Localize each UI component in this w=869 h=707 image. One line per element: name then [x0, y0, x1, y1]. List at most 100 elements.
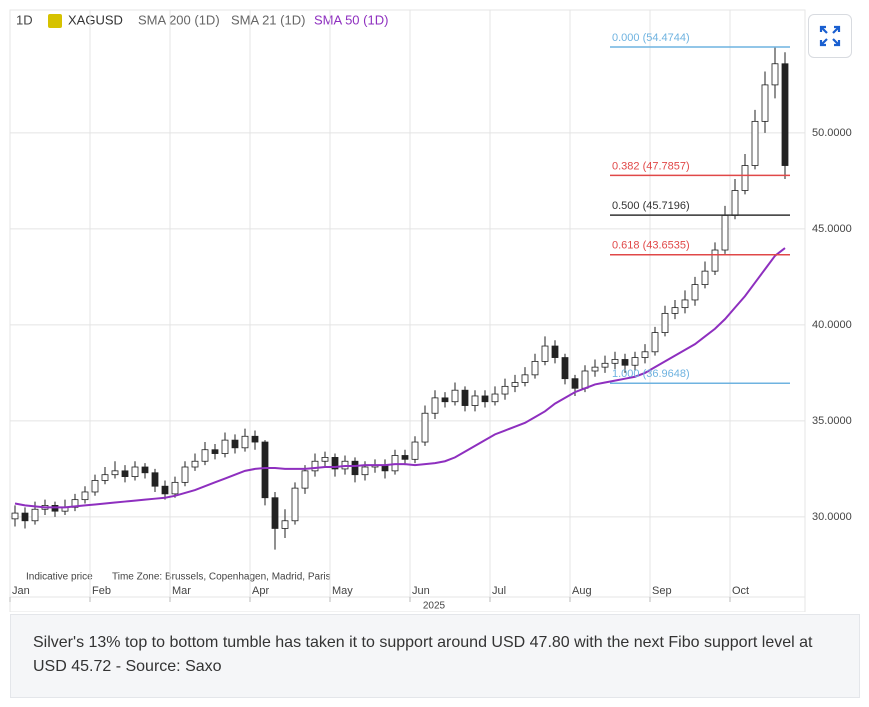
candle-body: [581, 370, 589, 389]
x-tick-label: May: [332, 585, 353, 597]
candle-body: [141, 466, 149, 474]
expand-button[interactable]: [808, 14, 852, 58]
candle-body: [31, 508, 39, 522]
candle-body: [281, 520, 289, 529]
candle-body: [621, 359, 629, 366]
candle-body: [441, 397, 449, 403]
symbol: XAGUSD: [68, 12, 123, 27]
y-tick-label: 35.0000: [812, 415, 852, 427]
symbol-icon: [48, 14, 62, 28]
candle-body: [221, 439, 229, 454]
caption: Silver's 13% top to bottom tumble has ta…: [10, 614, 860, 698]
candle-body: [171, 481, 179, 495]
candle-body: [261, 441, 269, 499]
y-tick-label: 40.0000: [812, 319, 852, 331]
candle-body: [121, 470, 129, 478]
candle-body: [431, 397, 439, 414]
candle-body: [451, 389, 459, 403]
expand-icon: [819, 25, 841, 47]
candle-body: [711, 249, 719, 272]
candle-body: [421, 412, 429, 443]
legend-item: SMA 21 (1D): [231, 12, 305, 27]
candle-body: [591, 366, 599, 372]
candle-body: [411, 441, 419, 460]
candle-body: [91, 480, 99, 493]
candle-body: [151, 472, 159, 487]
candle-body: [661, 312, 669, 333]
x-tick-label: Jun: [412, 585, 430, 597]
candle-body: [361, 466, 369, 476]
x-tick-label: Oct: [732, 585, 749, 597]
candle-body: [201, 449, 209, 462]
y-tick-label: 45.0000: [812, 223, 852, 235]
candle-body: [501, 385, 509, 395]
candle-body: [751, 120, 759, 166]
candle-body: [301, 470, 309, 489]
candle-body: [611, 359, 619, 364]
note: Time Zone: Brussels, Copenhagen, Madrid,…: [112, 572, 331, 583]
candle-body: [781, 63, 789, 166]
candle-body: [291, 487, 299, 522]
fib-label: 1.000 (36.9648): [612, 368, 690, 380]
candle-body: [101, 474, 109, 481]
candle-body: [631, 357, 639, 366]
candle-body: [21, 512, 29, 522]
candle-body: [681, 299, 689, 309]
candle-body: [721, 215, 729, 251]
candle-body: [641, 351, 649, 358]
candle-body: [671, 307, 679, 314]
legend-item: SMA 50 (1D): [314, 12, 388, 27]
y-tick-label: 50.0000: [812, 127, 852, 139]
candle-body: [651, 332, 659, 353]
chart: 1D XAGUSD SMA 200 (1D) SMA 21 (1D) SMA 5…: [9, 9, 852, 612]
candle-body: [211, 449, 219, 454]
candle-body: [691, 284, 699, 301]
legend-item: SMA 200 (1D): [138, 12, 220, 27]
fib-label: 0.500 (45.7196): [612, 200, 690, 212]
candle-body: [571, 378, 579, 389]
x-axis-label: 2025: [423, 601, 446, 612]
fib-label: 0.618 (43.6535): [612, 240, 690, 252]
y-tick-label: 30.0000: [812, 511, 852, 523]
x-tick-label: Sep: [652, 585, 672, 597]
x-tick-label: Feb: [92, 585, 111, 597]
candle-body: [311, 460, 319, 472]
candle-body: [331, 457, 339, 470]
candle-body: [541, 345, 549, 362]
axis-frame: [9, 596, 806, 612]
fib-label: 0.000 (54.4744): [612, 32, 690, 44]
candle-body: [191, 460, 199, 468]
candle-body: [471, 395, 479, 406]
interval: 1D: [16, 12, 33, 27]
candle-body: [741, 165, 749, 191]
candle-body: [731, 190, 739, 216]
candle-body: [701, 270, 709, 285]
fib-label: 0.382 (47.7857): [612, 160, 690, 172]
candle-body: [271, 497, 279, 529]
candle-body: [11, 512, 19, 520]
candle-body: [551, 345, 559, 358]
candle-body: [771, 63, 779, 86]
x-tick-label: Jul: [492, 585, 506, 597]
candle-body: [131, 466, 139, 478]
candle-body: [111, 470, 119, 476]
candle-body: [231, 439, 239, 449]
note: Indicative price: [26, 572, 93, 583]
x-tick-label: Jan: [12, 585, 30, 597]
candle-body: [461, 389, 469, 406]
x-tick-label: Aug: [572, 585, 592, 597]
candle-body: [401, 455, 409, 460]
candle-body: [321, 457, 329, 462]
candle-body: [241, 435, 249, 449]
candle-body: [181, 466, 189, 483]
candle-body: [761, 84, 769, 122]
candle-body: [511, 382, 519, 387]
sma-line: [14, 247, 786, 509]
x-tick-label: Apr: [252, 585, 269, 597]
candle-body: [491, 393, 499, 403]
candle-body: [601, 362, 609, 368]
candle-body: [161, 485, 169, 495]
candle-body: [531, 360, 539, 376]
candle-body: [251, 435, 259, 443]
